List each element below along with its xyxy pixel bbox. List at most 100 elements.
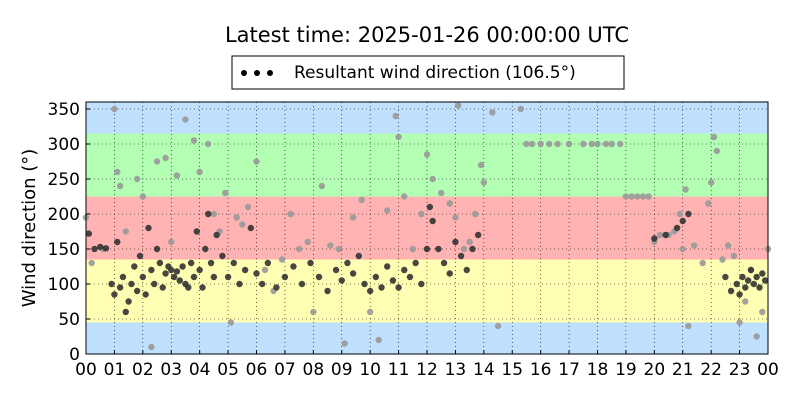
data-point xyxy=(446,200,453,207)
data-point xyxy=(349,214,357,221)
data-point xyxy=(474,231,482,239)
data-point xyxy=(460,245,468,253)
data-point xyxy=(202,245,209,253)
data-point xyxy=(435,245,442,253)
data-point xyxy=(148,343,155,351)
data-point xyxy=(409,245,416,253)
data-point xyxy=(304,238,311,246)
data-point xyxy=(207,259,215,267)
data-point xyxy=(258,280,266,288)
data-point xyxy=(114,238,121,246)
x-tick-label: 03 xyxy=(160,360,182,380)
data-point xyxy=(355,252,362,260)
data-point xyxy=(273,284,280,291)
data-point xyxy=(733,280,740,288)
data-point xyxy=(236,280,243,288)
data-point xyxy=(227,319,235,326)
data-point xyxy=(528,140,536,148)
data-point xyxy=(645,193,652,200)
data-point xyxy=(210,210,218,218)
data-point xyxy=(545,140,553,148)
data-point xyxy=(690,242,698,249)
data-points xyxy=(82,102,772,351)
data-point xyxy=(190,137,198,144)
data-point xyxy=(742,284,749,291)
data-point xyxy=(97,243,104,251)
data-point xyxy=(429,175,436,183)
data-point xyxy=(190,273,198,281)
data-point xyxy=(489,109,496,116)
y-tick-label: 200 xyxy=(48,205,80,225)
data-point xyxy=(247,224,255,232)
data-point xyxy=(418,210,425,218)
data-point xyxy=(440,259,448,267)
data-point xyxy=(233,214,240,221)
data-point xyxy=(742,298,749,305)
legend: Resultant wind direction (106.5°) xyxy=(231,55,625,90)
x-tick-labels: 00 01 02 03 04 05 06 07 08 09 10 11 12 13 14 15 16 17 18 19… xyxy=(75,350,779,380)
data-point xyxy=(153,245,161,253)
legend-marker-1 xyxy=(241,70,247,76)
data-point xyxy=(261,266,269,274)
x-tick-label: 09 xyxy=(331,360,353,380)
data-point xyxy=(116,182,124,190)
data-point xyxy=(344,259,351,267)
data-point xyxy=(133,175,141,183)
data-point xyxy=(153,158,161,165)
direction-bands xyxy=(86,102,768,354)
data-point xyxy=(565,140,573,148)
band-4 xyxy=(86,102,768,134)
data-point xyxy=(182,116,189,123)
x-tick-label: 00 xyxy=(757,360,779,380)
x-tick-label: 00 xyxy=(75,360,97,380)
data-point xyxy=(131,263,138,270)
x-tick-label: 07 xyxy=(274,360,296,380)
data-point xyxy=(222,189,229,197)
data-point xyxy=(722,273,729,281)
data-point xyxy=(88,259,95,267)
data-point xyxy=(185,284,192,291)
data-point xyxy=(651,235,658,242)
data-point xyxy=(210,273,218,281)
data-point xyxy=(429,217,436,225)
data-point xyxy=(224,273,232,281)
y-tick-label: 250 xyxy=(48,170,80,190)
y-tick-label: 50 xyxy=(58,310,80,330)
data-point xyxy=(91,245,98,253)
data-point xyxy=(685,210,692,218)
data-point xyxy=(213,231,220,239)
data-point xyxy=(480,179,488,186)
y-tick-label: 350 xyxy=(48,100,80,120)
data-point xyxy=(375,336,382,344)
x-tick-label: 01 xyxy=(104,360,126,380)
data-point xyxy=(761,277,769,284)
data-point xyxy=(756,284,763,291)
data-point xyxy=(685,322,692,330)
x-tick-label: 04 xyxy=(189,360,211,380)
data-point xyxy=(338,277,345,284)
x-tick-label: 12 xyxy=(416,360,438,380)
data-point xyxy=(412,259,419,267)
legend-box xyxy=(231,55,625,90)
data-point xyxy=(162,154,169,162)
data-point xyxy=(324,287,331,295)
data-point xyxy=(318,182,326,190)
data-point xyxy=(281,273,289,281)
data-point xyxy=(239,221,246,228)
data-point xyxy=(682,186,689,193)
data-point xyxy=(295,245,303,253)
data-point xyxy=(710,133,718,141)
data-point xyxy=(179,263,186,270)
data-point xyxy=(219,252,226,260)
x-tick-label: 05 xyxy=(217,360,239,380)
data-point xyxy=(173,172,181,179)
x-tick-label: 20 xyxy=(644,360,666,380)
data-point xyxy=(472,210,479,218)
data-point xyxy=(622,193,630,200)
data-point xyxy=(392,112,399,120)
data-point xyxy=(426,203,434,211)
data-point xyxy=(466,238,473,246)
data-point xyxy=(253,270,260,277)
data-point xyxy=(719,256,726,263)
x-tick-label: 13 xyxy=(445,360,467,380)
